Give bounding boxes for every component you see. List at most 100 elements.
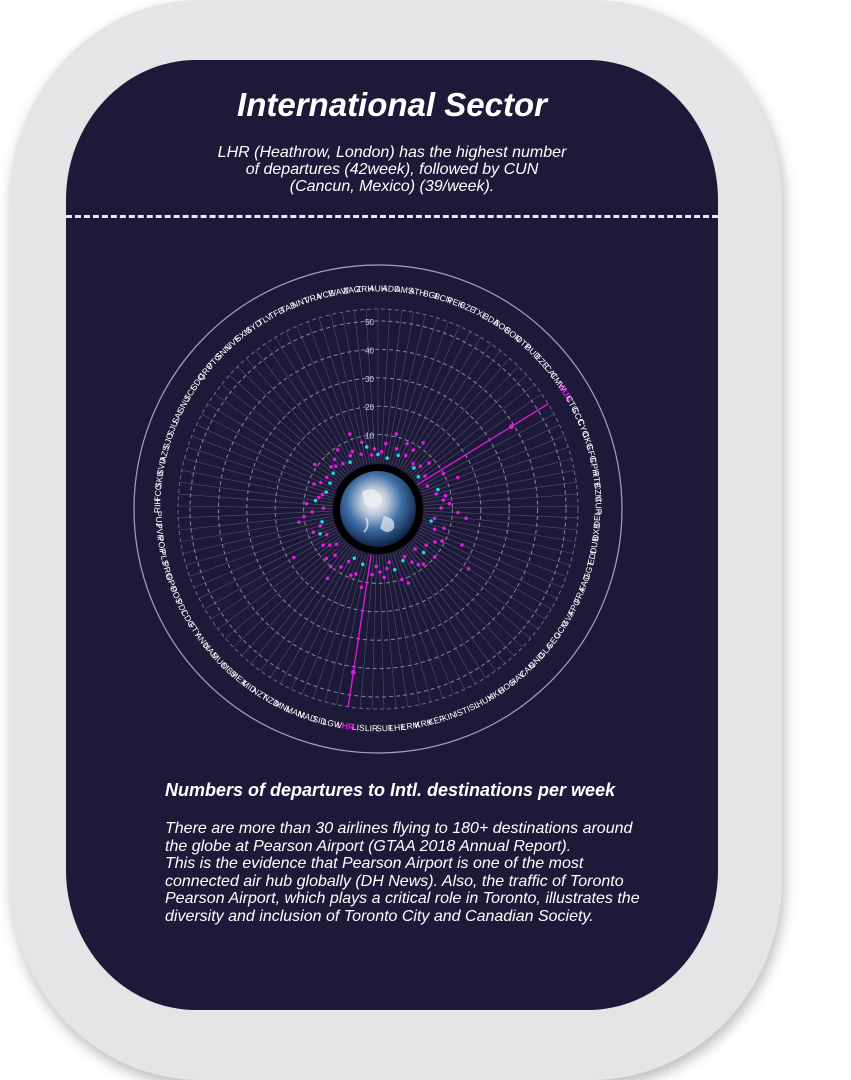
category-label: AMS [395, 284, 415, 296]
spoke-line [423, 470, 575, 501]
data-point [335, 448, 340, 452]
page-title: International Sector [237, 86, 547, 123]
spoke-line [179, 481, 333, 504]
spoke-line [401, 337, 481, 470]
data-point [385, 566, 389, 571]
spoke-line [397, 550, 466, 690]
spoke-line [318, 317, 365, 466]
data-point [413, 547, 417, 551]
spoke-line [250, 544, 350, 664]
data-point [318, 524, 323, 528]
spoke-line [178, 505, 333, 509]
data-point [310, 510, 314, 514]
spoke-line [275, 337, 355, 470]
data-point [346, 559, 351, 564]
category-label: AZS [157, 444, 171, 463]
category-label: CUR [594, 496, 604, 515]
category-label: LGW [322, 717, 343, 731]
outer-ring [133, 264, 623, 754]
data-point [321, 506, 326, 510]
data-point [385, 456, 390, 460]
spoke-line [330, 314, 368, 465]
category-label: CPH [588, 457, 601, 477]
spoke-line [341, 312, 371, 464]
spoke-line [408, 358, 510, 475]
spoke-line [384, 554, 409, 707]
spoke-line [400, 549, 476, 684]
spoke-line [198, 529, 337, 599]
category-label: PRG [160, 560, 175, 580]
data-point [416, 562, 421, 567]
spoke-line [404, 546, 496, 671]
data-point [302, 514, 306, 519]
data-points [292, 424, 514, 675]
data-point [379, 449, 384, 454]
data-point [392, 567, 397, 572]
spoke-line [415, 393, 542, 483]
spoke-line [380, 309, 391, 464]
spoke-line [359, 554, 375, 709]
spoke-line [420, 435, 565, 493]
category-label: DEL [592, 510, 603, 527]
data-point [416, 474, 421, 479]
spoke-line [191, 435, 336, 493]
data-point [313, 498, 318, 503]
spoke-line [419, 529, 558, 599]
spoke-line [179, 513, 333, 531]
spoke-line [379, 554, 385, 709]
data-point [304, 501, 309, 506]
data-point [297, 520, 301, 524]
data-point [372, 447, 377, 451]
category-label: ZRH [356, 283, 374, 294]
category-label: BGI [422, 288, 439, 301]
spoke-line [422, 521, 571, 566]
data-point [412, 466, 416, 470]
data-point [369, 453, 374, 457]
data-point [321, 543, 325, 548]
data-point [387, 560, 392, 565]
data-point [433, 540, 437, 544]
description-text: There are more than 30 airlines flying t… [165, 820, 655, 925]
spoke-line [412, 538, 531, 639]
spoke-line [217, 536, 342, 630]
spoke-line [423, 516, 576, 543]
spoke-line [181, 470, 333, 501]
spoke-line [324, 553, 367, 702]
spoke-line [393, 321, 449, 467]
data-point [349, 573, 353, 578]
spoke-line [270, 547, 354, 678]
spoke-line [423, 505, 578, 509]
data-point [394, 446, 399, 451]
spoke-line [307, 321, 363, 467]
category-label: DUB [588, 535, 601, 555]
spoke-line [225, 538, 344, 639]
data-point [425, 484, 430, 488]
spoke-line [189, 524, 335, 577]
spoke-line [388, 314, 426, 465]
data-point [403, 453, 408, 458]
spoke-line [402, 547, 486, 678]
data-point [441, 471, 446, 476]
data-point [328, 543, 332, 547]
spoke-line [193, 526, 336, 588]
data-point [411, 461, 415, 466]
description-paragraph-1: There are more than 30 airlines flying t… [165, 820, 633, 855]
data-point [384, 441, 388, 446]
data-point [370, 572, 374, 577]
spoke-line [405, 350, 501, 473]
data-point [312, 482, 316, 486]
data-point [421, 550, 426, 555]
data-point [400, 577, 404, 582]
spoke-line [201, 413, 338, 488]
grid-ring [177, 308, 579, 710]
category-label: PVR [154, 523, 166, 541]
spoke-line [416, 403, 549, 486]
category-label: KIN [441, 709, 458, 723]
category-label: EDI [585, 550, 598, 566]
spoke-line [383, 310, 403, 464]
data-point [348, 432, 352, 436]
category-label: ATH [408, 285, 426, 298]
data-point [466, 566, 471, 571]
category-label: WAW [327, 285, 350, 299]
category-label: CFG [585, 444, 599, 464]
